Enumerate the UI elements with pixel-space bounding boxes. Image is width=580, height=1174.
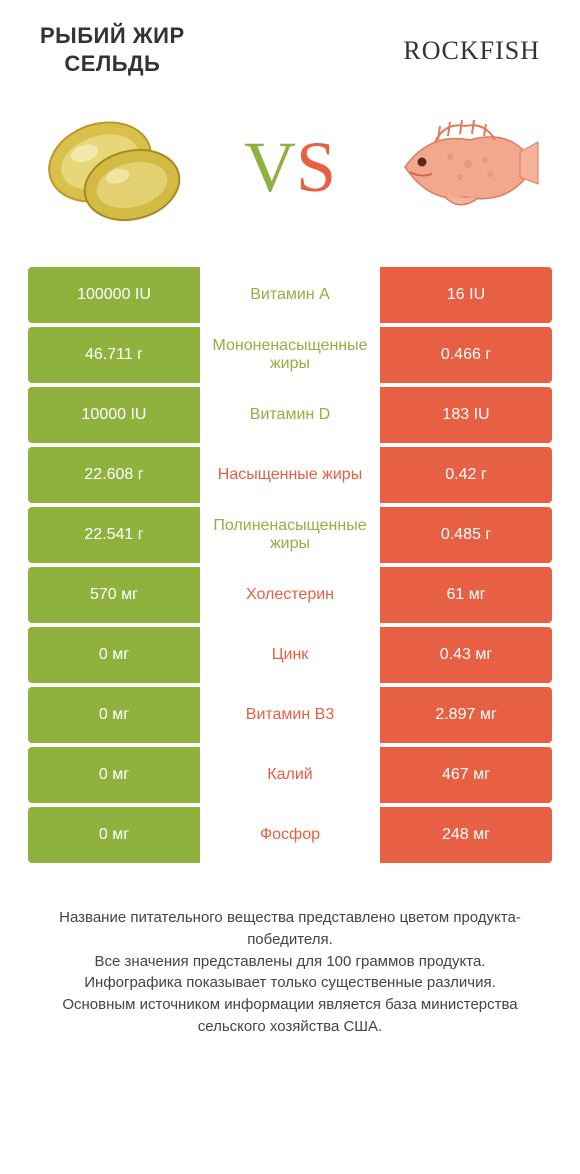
vs-s: S [296, 127, 336, 207]
table-row: 100000 IUВитамин A16 IU [28, 267, 552, 323]
vs-label: VS [244, 131, 336, 203]
value-left: 10000 IU [28, 387, 200, 443]
product-left-title-line1: РЫБИЙ ЖИР [40, 22, 185, 50]
product-left-title: РЫБИЙ ЖИР СЕЛЬДЬ [40, 22, 185, 77]
table-row: 46.711 гМононенасыщенные жиры0.466 г [28, 327, 552, 383]
table-row: 0 мгКалий467 мг [28, 747, 552, 803]
value-right: 2.897 мг [380, 687, 552, 743]
nutrient-label: Витамин B3 [200, 687, 380, 743]
fish-oil-icon [40, 107, 190, 227]
value-right: 467 мг [380, 747, 552, 803]
rockfish-icon [390, 112, 540, 222]
value-right: 248 мг [380, 807, 552, 863]
table-row: 0 мгЦинк0.43 мг [28, 627, 552, 683]
header: РЫБИЙ ЖИР СЕЛЬДЬ ROCKFISH [0, 0, 580, 77]
product-right-image [390, 112, 540, 222]
value-left: 0 мг [28, 687, 200, 743]
table-row: 0 мгФосфор248 мг [28, 807, 552, 863]
hero-row: VS [0, 77, 580, 267]
footer-notes: Название питательного вещества представл… [0, 867, 580, 1038]
footer-line: Название питательного вещества представл… [32, 907, 548, 951]
footer-line: Основным источником информации является … [32, 994, 548, 1038]
value-left: 46.711 г [28, 327, 200, 383]
value-right: 183 IU [380, 387, 552, 443]
value-right: 0.466 г [380, 327, 552, 383]
nutrient-label: Фосфор [200, 807, 380, 863]
vs-v: V [244, 127, 296, 207]
value-right: 0.485 г [380, 507, 552, 563]
nutrient-label: Полиненасыщенные жиры [200, 507, 380, 563]
product-left-title-line2: СЕЛЬДЬ [40, 50, 185, 78]
table-row: 22.541 гПолиненасыщенные жиры0.485 г [28, 507, 552, 563]
nutrient-label: Цинк [200, 627, 380, 683]
value-left: 570 мг [28, 567, 200, 623]
nutrient-label: Насыщенные жиры [200, 447, 380, 503]
nutrient-label: Холестерин [200, 567, 380, 623]
value-left: 0 мг [28, 807, 200, 863]
value-right: 0.42 г [380, 447, 552, 503]
value-right: 16 IU [380, 267, 552, 323]
table-row: 22.608 гНасыщенные жиры0.42 г [28, 447, 552, 503]
nutrient-label: Мононенасыщенные жиры [200, 327, 380, 383]
value-left: 0 мг [28, 747, 200, 803]
table-row: 10000 IUВитамин D183 IU [28, 387, 552, 443]
value-left: 0 мг [28, 627, 200, 683]
value-left: 22.608 г [28, 447, 200, 503]
table-row: 570 мгХолестерин61 мг [28, 567, 552, 623]
nutrient-label: Витамин A [200, 267, 380, 323]
nutrient-label: Калий [200, 747, 380, 803]
value-left: 22.541 г [28, 507, 200, 563]
footer-line: Инфографика показывает только существенн… [32, 972, 548, 994]
product-left-image [40, 107, 190, 227]
nutrient-label: Витамин D [200, 387, 380, 443]
product-right-title: ROCKFISH [403, 22, 540, 66]
comparison-table: 100000 IUВитамин A16 IU46.711 гМононенас… [0, 267, 580, 863]
value-left: 100000 IU [28, 267, 200, 323]
value-right: 0.43 мг [380, 627, 552, 683]
table-row: 0 мгВитамин B32.897 мг [28, 687, 552, 743]
footer-line: Все значения представлены для 100 граммо… [32, 951, 548, 973]
value-right: 61 мг [380, 567, 552, 623]
